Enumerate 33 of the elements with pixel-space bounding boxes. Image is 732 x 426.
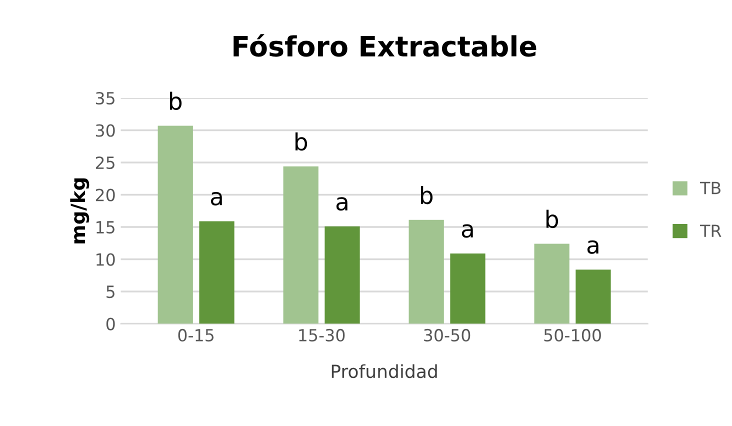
bar [576, 270, 611, 324]
annotation: b [296, 132, 308, 151]
bar [324, 226, 360, 324]
y-axis-title: mg/kg [70, 178, 90, 244]
bar [158, 126, 193, 324]
x-tick-label: 15-30 [299, 328, 345, 342]
bar [199, 221, 234, 324]
y-tick-label: 15 [96, 221, 114, 234]
x-tick-label: 50-100 [544, 328, 601, 342]
chart-title: Fósforo Extractable [234, 34, 536, 57]
annotation: a [336, 197, 348, 211]
annotation: a [210, 192, 222, 206]
legend-label: TB [700, 182, 720, 194]
y-tick-label: 25 [96, 156, 114, 170]
annotation: a [462, 224, 473, 238]
bar [534, 244, 570, 324]
annotation: b [170, 92, 182, 110]
y-tick-label: 35 [96, 92, 114, 105]
y-tick-label: 5 [106, 286, 114, 298]
bar [283, 166, 318, 324]
x-tick-label: 0-15 [178, 328, 214, 342]
bar [450, 253, 486, 324]
y-tick-label: 0 [106, 318, 115, 330]
x-axis-title: Profundidad [332, 364, 437, 378]
y-tick-label: 20 [96, 188, 115, 202]
annotation: b [420, 186, 433, 204]
legend-label: TR [700, 224, 722, 237]
x-tick-label: 30-50 [424, 328, 470, 342]
y-tick-label: 30 [96, 124, 115, 137]
annotation: b [546, 210, 558, 228]
y-tick-label: 10 [96, 253, 115, 266]
bar [408, 220, 444, 324]
annotation: a [587, 240, 598, 254]
